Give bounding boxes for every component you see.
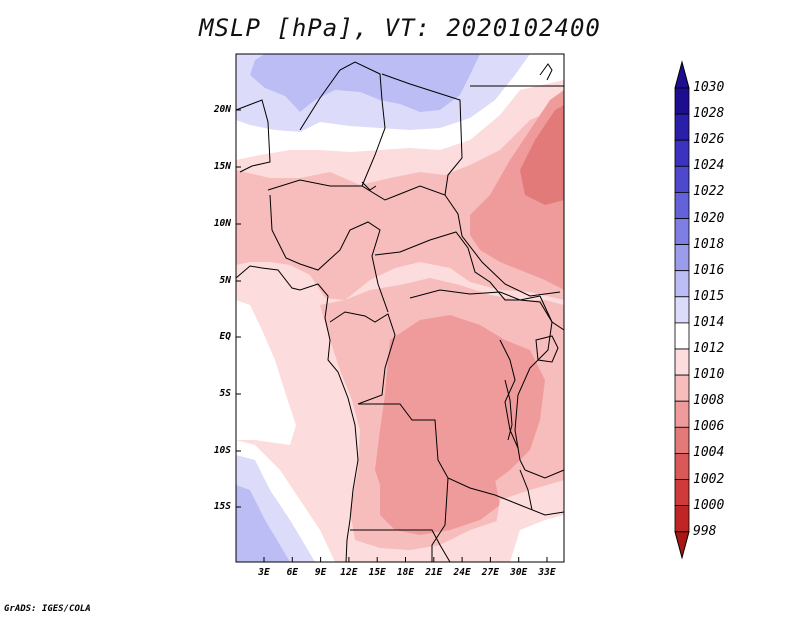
border-north-a — [235, 99, 271, 173]
colorbar-label: 1006 — [693, 419, 725, 435]
colorbar-label: 1028 — [693, 106, 725, 122]
colorbar-segment — [674, 270, 690, 298]
lake-chad — [361, 181, 377, 191]
colorbar-label: 1020 — [693, 210, 725, 226]
colorbar-segment — [674, 191, 690, 219]
colorbar-segment — [674, 244, 690, 272]
lon-label: 18E — [396, 567, 415, 578]
border-north-b — [299, 61, 386, 187]
lon-label: 30E — [510, 567, 528, 578]
borders — [235, 61, 565, 563]
lon-label: 12E — [340, 567, 358, 578]
map-frame — [235, 53, 565, 563]
colorbar-label: 1012 — [693, 341, 725, 356]
colorbar-label: 1015 — [693, 288, 725, 304]
lon-label: 6E — [286, 567, 299, 578]
colorbar-segment — [674, 374, 690, 402]
colorbar-label: 1030 — [693, 80, 725, 95]
colorbar-segment — [674, 296, 690, 324]
colorbar-label: 1002 — [693, 471, 725, 487]
border-mozambique — [494, 494, 565, 516]
lon-label: 24E — [453, 567, 471, 578]
colorbar-label: 1022 — [693, 184, 725, 200]
colorbar-segment — [674, 139, 690, 167]
border-car — [374, 231, 541, 301]
colorbar-label: 1026 — [693, 132, 725, 148]
credit-text: GrADS: IGES/COLA — [4, 604, 91, 614]
colorbar-label: 1018 — [693, 236, 725, 252]
lon-label: 3E — [258, 567, 270, 578]
colorbar-segment — [674, 113, 690, 141]
colorbar-segment — [674, 479, 690, 507]
colorbar-top-arrow — [674, 60, 690, 89]
colorbar-label: 998 — [693, 523, 717, 539]
field-1016-southwest — [236, 485, 290, 562]
map-title: MSLP [hPa], VT: 2020102400 — [199, 14, 601, 42]
lon-label: 21E — [425, 567, 443, 578]
field-1008-south — [380, 470, 500, 535]
border-tanzania — [524, 469, 565, 479]
lat-label: 15N — [213, 161, 231, 172]
colorbar-segment — [674, 400, 690, 428]
coastline-west — [235, 265, 359, 563]
colorbar-label: 1014 — [693, 314, 725, 330]
colorbar-segment — [674, 452, 690, 480]
field-1010-sahel — [236, 105, 564, 300]
colorbar-segment — [674, 505, 690, 533]
field-1008-congo — [375, 315, 545, 510]
field-1014-atlantic — [236, 300, 296, 445]
border-south — [350, 529, 451, 563]
lat-label: 15S — [213, 501, 231, 512]
red-sea-coast — [539, 63, 553, 81]
colorbar-segment — [674, 87, 690, 115]
colorbar-label: 1004 — [693, 445, 725, 461]
field-1014-southeast — [510, 515, 564, 562]
colorbar-bottom-arrow — [674, 531, 690, 560]
border-east-lakes — [499, 339, 519, 449]
border-kenya — [539, 295, 565, 331]
colorbar-segment — [674, 165, 690, 193]
lake-victoria — [535, 335, 559, 363]
lon-label: 33E — [538, 567, 556, 578]
colorbar-label: 1000 — [693, 497, 725, 513]
lat-label: 5N — [219, 275, 231, 286]
lon-label: 27E — [481, 567, 499, 578]
border-nigeria — [269, 194, 389, 313]
border-congo — [329, 311, 396, 405]
pressure-field — [236, 54, 564, 562]
colorbar — [674, 60, 690, 560]
colorbar-label: 1008 — [693, 393, 725, 409]
lat-label: EQ — [219, 331, 231, 342]
lat-label: 5S — [219, 388, 231, 399]
colorbar-label: 1010 — [693, 367, 725, 383]
lat-label: 10S — [213, 445, 231, 456]
lat-label: 20N — [213, 104, 231, 115]
border-angola — [358, 403, 496, 496]
colorbar-segment — [674, 426, 690, 454]
lon-label: 9E — [314, 567, 327, 578]
lat-ticks — [236, 109, 241, 508]
lat-label: 10N — [213, 218, 231, 229]
border-sahel — [267, 179, 561, 297]
colorbar-label: 1024 — [693, 158, 725, 174]
colorbar-segment — [674, 348, 690, 376]
lon-ticks — [263, 557, 548, 562]
colorbar-label: 1016 — [693, 262, 725, 278]
border-north-c — [381, 73, 463, 196]
lon-label: 15E — [368, 567, 386, 578]
colorbar-segment — [674, 322, 690, 350]
border-zambia — [431, 477, 449, 562]
lake-tanganyika — [504, 379, 513, 441]
field-1016-north — [250, 54, 480, 112]
lake-malawi — [519, 469, 533, 511]
colorbar-segment — [674, 218, 690, 246]
field-1006-east — [520, 105, 564, 205]
